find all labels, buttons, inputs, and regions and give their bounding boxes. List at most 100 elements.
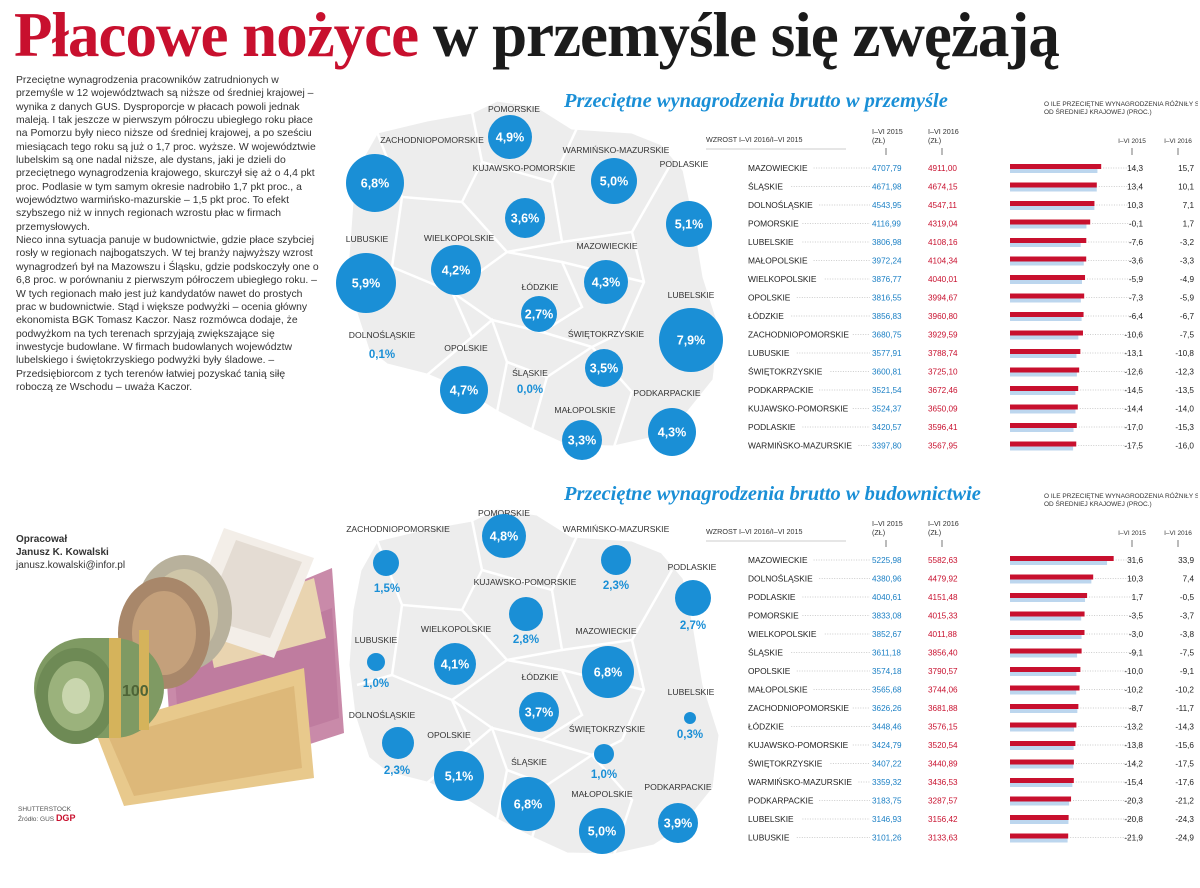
bar-2016 [1010,386,1079,391]
region-border [461,181,564,254]
row-d2015: -13,1 [1124,349,1143,358]
table-row: ŚWIĘTOKRZYSKIE 3600,81 3725,10 -12,6 -12,3 [748,366,1194,377]
region-lubelskie: LUBELSKIE 0,3% [668,687,715,741]
growth-bubble [584,260,628,304]
headline-part2: w przemyśle się zwężają [432,0,1060,70]
table-row: ŁÓDZKIE 3856,83 3960,80 -6,4 -6,7 [748,311,1194,321]
bar-2016 [1010,349,1081,354]
row-d2016: 7,1 [1183,201,1195,210]
bar-2016 [1010,741,1076,746]
growth-bubble [579,808,625,854]
article-body: Przeciętne wynagrodzenia pracowników zat… [16,74,322,394]
table-row: KUJAWSKO-POMORSKIE 3424,79 3520,54 -13,8 -15… [748,740,1194,750]
table-row: PODLASKIE 4040,61 4151,48 1,7 -0,5 [748,592,1194,602]
row-d2015: -6,4 [1129,312,1144,321]
bar-2015 [1010,635,1082,639]
region-label: WIELKOPOLSKIE [421,624,491,634]
table-row: LUBELSKIE 3146,93 3156,42 -20,8 -24,3 [748,814,1194,824]
header-line: O ILE PRZECIĘTNE WYNAGRODZENIA RÓŻNIŁY S… [1044,99,1198,108]
growth-label: 3,5% [590,362,619,376]
row-region: KUJAWSKO-POMORSKIE [748,404,849,414]
growth-label: 5,0% [600,175,629,189]
bar-2016 [1010,182,1097,188]
row-d2015: 31,6 [1127,556,1143,565]
row-v2016: 3672,46 [928,386,958,395]
bar-2015 [1010,801,1070,806]
row-region: PODLASKIE [748,592,796,602]
region-label: POMORSKIE [478,508,530,518]
growth-label: 6,8% [594,666,623,680]
bar-2015 [1010,261,1084,266]
bar-2015 [1010,653,1078,658]
row-d2015: -17,5 [1124,442,1143,451]
growth-bubble [519,692,559,732]
col-2015-header: I–VI 2015 [872,127,903,136]
region-swietokrzyskie: ŚWIĘTOKRZYSKIE 3,5% [568,328,644,387]
row-v2016: 4547,11 [928,201,957,210]
row-v2015: 3407,22 [872,760,902,769]
row-d2016: -17,5 [1175,760,1194,769]
row-d2015: -0,1 [1129,220,1144,229]
region-label: MAŁOPOLSKIE [571,789,632,799]
growth-label: 3,6% [511,212,540,226]
headline: Płacowe nożyce w przemyśle się zwężają [14,2,1194,70]
region-wielkopolskie: WIELKOPOLSKIE 4,2% [424,233,494,295]
row-d2015: -20,8 [1124,815,1143,824]
region-lodzkie: ŁÓDZKIE 2,7% [521,282,559,332]
row-v2016: 3576,15 [928,723,958,732]
region-podlaskie: PODLASKIE 2,7% [668,562,717,632]
row-v2015: 3183,75 [872,797,902,806]
region-label: LUBELSKIE [668,687,715,697]
row-v2016: 4911,00 [928,164,957,173]
bar-2016 [1010,404,1078,410]
row-v2015: 4671,98 [872,183,902,192]
row-d2015: 1,7 [1132,593,1144,602]
row-v2015: 3626,26 [872,704,902,713]
table-row: PODKARPACKIE 3521,54 3672,46 -14,5 -13,5 [748,385,1194,395]
row-d2015: -3,5 [1129,612,1144,621]
row-v2016: 4479,92 [928,575,958,584]
row-d2015: -15,4 [1124,778,1143,787]
bar-2015 [1010,206,1095,210]
row-v2015: 3806,98 [872,238,902,247]
region-pomorskie: POMORSKIE 4,8% [478,508,530,558]
col-unit-2016: (ZŁ) [928,528,941,537]
row-v2015: 4040,61 [872,593,902,602]
bar-2016 [1010,423,1077,428]
region-warminsko_mazurskie: WARMIŃSKO-MAZURSKIE 2,3% [563,524,670,592]
region-malopolskie: MAŁOPOLSKIE 3,3% [554,405,616,460]
table-row: MAZOWIECKIE 4707,79 4911,00 14,3 15,7 [748,163,1194,173]
row-d2015: -9,1 [1129,649,1144,658]
region-label: ŁÓDZKIE [522,672,559,682]
region-mazowieckie: MAZOWIECKIE 4,3% [576,241,638,304]
region-border [471,725,509,821]
table-row: WARMIŃSKO-MAZURSKIE 3359,32 3436,53 -15,4 -1… [748,777,1194,787]
bar-2016 [1010,367,1080,373]
row-v2016: 3856,40 [928,649,958,658]
chart-title-construction: Przeciętne wynagrodzenia brutto w budown… [564,483,981,505]
growth-label: 2,7% [680,620,706,632]
bar-2015 [1010,187,1097,192]
col-2016-header: I–VI 2016 [928,519,959,528]
growth-label: 5,0% [588,825,617,839]
bar-2015 [1010,783,1073,787]
table-row: POMORSKIE 3833,08 4015,33 -3,5 -3,7 [748,611,1194,621]
growth-label: 2,3% [603,580,629,592]
row-d2016: -3,3 [1180,257,1195,266]
growth-label-header: WZROST I–VI 2016/I–VI 2015 [706,527,803,536]
bar-2015 [1010,820,1069,824]
bar-2016 [1010,593,1088,598]
row-v2015: 3856,83 [872,312,902,321]
bar-2015 [1010,335,1079,340]
row-v2016: 3520,54 [928,741,958,750]
growth-label: 0,0% [517,384,543,396]
region-slaskie: ŚLĄSKIE 0,0% [512,367,548,396]
row-v2016: 4151,48 [928,593,958,602]
growth-bubble [594,744,614,764]
row-d2015: -13,8 [1124,741,1143,750]
col-unit-2015: (ZŁ) [872,528,885,537]
region-label: LUBUSKIE [355,635,398,645]
row-d2015: -7,3 [1129,294,1144,303]
